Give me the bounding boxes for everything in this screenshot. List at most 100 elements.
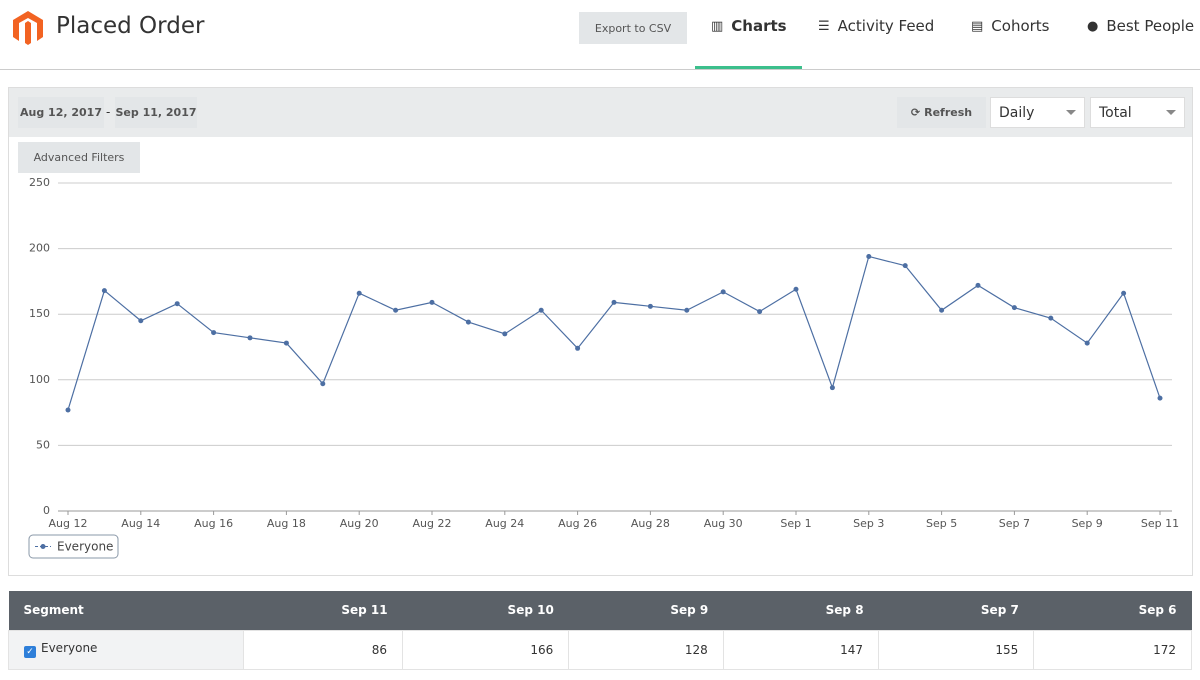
checkbox[interactable]: ✓	[24, 646, 36, 658]
data-point	[1011, 305, 1017, 311]
logo	[13, 11, 43, 45]
x-tick-label: Sep 11	[1141, 517, 1179, 530]
cell-text: 155	[995, 642, 1019, 657]
export-button[interactable]: Export to CSV	[579, 12, 687, 44]
x-tick-label: Sep 5	[926, 517, 957, 530]
x-tick-label: Aug 16	[194, 517, 233, 530]
column-header: Sep 11	[341, 603, 388, 618]
data-point	[211, 330, 217, 336]
x-tick-label: Aug 22	[413, 517, 452, 530]
data-point	[1048, 315, 1054, 321]
table-cell: 172	[1033, 629, 1192, 670]
tab[interactable]: ▥ Charts	[711, 17, 787, 35]
chart-panel: Aug 12, 2017 - Sep 11, 2017 ⟳ Refresh Dai…	[8, 87, 1193, 576]
data-point	[720, 289, 726, 295]
measure-select[interactable]: Total	[1090, 97, 1185, 128]
x-tick-label: Aug 18	[267, 517, 306, 530]
data-point	[283, 340, 289, 346]
table-cell: 155	[878, 629, 1035, 670]
column-header: Sep 6	[1138, 603, 1177, 618]
segment-cell[interactable]: ✓ Everyone	[8, 629, 244, 670]
chart: 0 50 100 150 200 250 Aug 12 Aug 14 Aug 16 Aug 18 A…	[28, 176, 1179, 559]
table-body: ✓ Everyone 86 166 128 147 155 172	[8, 629, 1192, 670]
legend-label: Everyone	[57, 540, 113, 554]
x-tick-label: Aug 12	[49, 517, 88, 530]
legend-box	[28, 534, 119, 559]
cell-text: Everyone	[41, 641, 98, 655]
data-point	[829, 385, 835, 391]
legend-marker	[40, 544, 46, 549]
y-tick-label: 0	[43, 504, 50, 517]
data-point	[684, 307, 690, 313]
tab-label: Activity Feed	[837, 17, 935, 35]
x-tick-label: Aug 26	[558, 517, 597, 530]
data-point	[575, 345, 581, 351]
refresh-label: Refresh	[924, 106, 973, 119]
tab-label: Best People	[1106, 17, 1195, 35]
tab[interactable]: ▤ Cohorts	[971, 17, 1050, 35]
data-point	[647, 303, 653, 309]
x-tick-label: Aug 28	[631, 517, 670, 530]
column-header: Segment	[23, 603, 84, 618]
interval-select[interactable]: Daily	[990, 97, 1085, 128]
data-point	[1157, 395, 1163, 401]
x-tick-label: Aug 20	[340, 517, 379, 530]
y-tick-label: 100	[29, 373, 50, 386]
data-point	[757, 309, 763, 315]
y-tick-label: 200	[29, 242, 50, 255]
data-table: Segment Sep 11 Sep 10 Sep 9 Sep 8 Sep 7 Sep 6 …	[8, 591, 1192, 670]
y-tick-label: 50	[36, 438, 50, 451]
data-point	[138, 318, 144, 324]
date-separator: -	[106, 105, 111, 119]
data-point	[429, 299, 435, 305]
data-point	[502, 331, 508, 337]
x-tick-label: Sep 3	[853, 517, 884, 530]
advanced-filters-button[interactable]: Advanced Filters	[18, 142, 140, 173]
refresh-button[interactable]: ⟳ Refresh	[897, 97, 986, 128]
data-point	[866, 253, 872, 259]
table-row: ✓ Everyone 86 166 128 147 155 172	[8, 629, 1192, 670]
x-tick-label: Aug 24	[485, 517, 524, 530]
column-header: Sep 10	[507, 603, 554, 618]
data-point	[611, 299, 617, 305]
cell-text: 166	[530, 642, 554, 657]
tab-label: Charts	[731, 17, 787, 35]
column-header: Sep 9	[670, 603, 709, 618]
data-point	[247, 335, 253, 341]
table-header: Segment Sep 11 Sep 10 Sep 9 Sep 8 Sep 7 Sep 6	[8, 591, 1192, 630]
tab-label: Cohorts	[991, 17, 1050, 35]
page-title: Placed Order	[56, 13, 205, 39]
header: Placed Order Export to CSV ▥ Charts ☰ Acti…	[0, 0, 1200, 70]
column-header: Sep 7	[980, 603, 1019, 618]
table-cell: 86	[242, 629, 404, 670]
data-point	[356, 290, 362, 296]
y-tick-label: 250	[29, 176, 50, 189]
start-date[interactable]: Aug 12, 2017	[18, 97, 104, 128]
data-point	[393, 307, 399, 313]
cell-text: 128	[684, 642, 708, 657]
x-tick-label: Aug 14	[121, 517, 160, 530]
column-header: Sep 8	[825, 603, 864, 618]
end-date[interactable]: Sep 11, 2017	[115, 97, 197, 128]
data-point	[465, 319, 471, 325]
data-point	[793, 286, 799, 292]
data-point	[320, 381, 326, 387]
active-tab-indicator	[695, 66, 802, 69]
table-cell: 166	[402, 629, 570, 670]
data-point	[1084, 340, 1090, 346]
data-point	[902, 263, 908, 269]
data-point	[174, 301, 180, 307]
tab[interactable]: ● Best People	[1087, 17, 1195, 35]
tab[interactable]: ☰ Activity Feed	[818, 17, 935, 35]
data-point	[101, 288, 107, 294]
table-cell: 147	[722, 629, 880, 670]
cell-text: 147	[840, 642, 864, 657]
x-tick-label: Sep 9	[1072, 517, 1103, 530]
data-point	[939, 307, 945, 313]
y-tick-label: 150	[29, 307, 50, 320]
x-tick-label: Sep 1	[780, 517, 811, 530]
data-point	[538, 307, 544, 313]
data-point	[975, 282, 981, 288]
series-line	[67, 255, 1161, 411]
